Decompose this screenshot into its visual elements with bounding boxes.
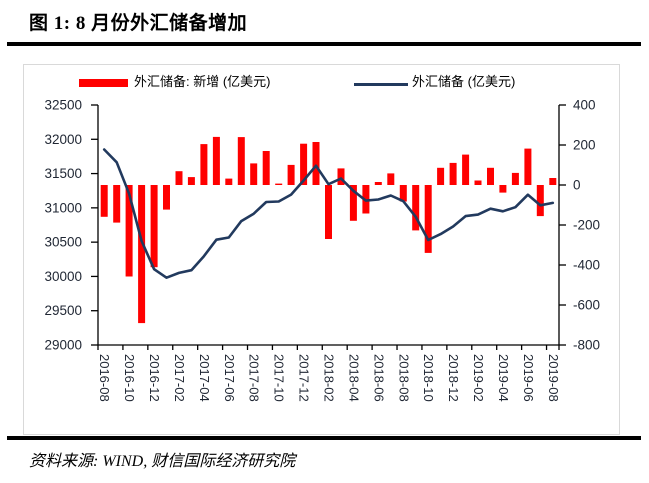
right-axis-tick-label: -400 xyxy=(573,258,600,273)
x-axis-tick-label: 2016-12 xyxy=(147,354,162,402)
bar-series-swatch-icon xyxy=(79,79,128,87)
title-rule xyxy=(7,42,641,46)
bar xyxy=(150,185,158,268)
bar xyxy=(424,185,432,253)
x-axis-tick-label: 2019-06 xyxy=(521,354,536,402)
x-axis-tick-label: 2016-08 xyxy=(97,354,112,402)
x-axis-tick-label: 2018-04 xyxy=(346,354,361,402)
bar xyxy=(337,168,345,185)
left-axis-tick-label: 29500 xyxy=(44,303,82,318)
x-axis-tick-label: 2017-04 xyxy=(197,354,212,402)
bar xyxy=(536,185,544,217)
x-axis-tick-label: 2017-10 xyxy=(272,354,287,402)
x-axis-tick-label: 2018-10 xyxy=(421,354,436,402)
left-axis-tick-label: 31000 xyxy=(44,200,82,215)
bar xyxy=(474,180,482,185)
legend-label-line: 外汇储备 (亿美元) xyxy=(412,74,516,89)
bar xyxy=(125,185,133,277)
right-axis-tick-label: -800 xyxy=(573,338,600,353)
chart-canvas: 32500 32000 31500 31000 30500 30000 29500 29000… xyxy=(44,98,600,402)
bar xyxy=(499,185,507,193)
right-axis-tick-label: -200 xyxy=(573,218,600,233)
bar xyxy=(549,178,557,185)
bar xyxy=(312,142,320,185)
reserves-line xyxy=(102,148,555,279)
bar xyxy=(374,182,382,185)
left-axis-tick-label: 30500 xyxy=(44,235,82,250)
bar xyxy=(250,163,258,185)
bar xyxy=(200,144,208,185)
bar xyxy=(524,148,532,185)
x-axis-tick-label: 2018-06 xyxy=(371,354,386,402)
x-axis-tick-label: 2017-12 xyxy=(297,354,312,402)
x-axis-tick-label: 2018-02 xyxy=(322,354,337,402)
bar xyxy=(262,151,270,185)
x-axis-tick-label: 2017-08 xyxy=(247,354,262,402)
bar xyxy=(412,185,420,231)
bar xyxy=(287,164,295,185)
x-axis-tick-label: 2017-06 xyxy=(222,354,237,402)
bottom-rule xyxy=(7,436,641,440)
left-axis-tick-label: 31500 xyxy=(44,166,82,181)
source-note: 资料来源: WIND, 财信国际经济研究院 xyxy=(29,453,296,470)
bar xyxy=(387,173,395,185)
x-axis-tick-label: 2018-08 xyxy=(396,354,411,402)
left-axis-tick-label: 30000 xyxy=(44,269,82,284)
bar xyxy=(300,143,308,185)
left-axis-tick-label: 32000 xyxy=(44,132,82,147)
bar xyxy=(275,183,283,185)
bar xyxy=(212,136,220,185)
left-axis-tick-label: 32500 xyxy=(44,98,82,113)
bar xyxy=(325,185,332,239)
bar xyxy=(449,162,457,185)
right-axis-tick-label: 200 xyxy=(573,138,596,153)
bar xyxy=(187,177,195,185)
x-axis-tick-label: 2016-10 xyxy=(122,354,137,402)
legend-label-bars: 外汇储备: 新增 (亿美元) xyxy=(134,74,271,89)
bar xyxy=(138,185,146,324)
bar xyxy=(487,167,494,185)
bar xyxy=(225,178,233,185)
x-axis-tick-label: 2019-04 xyxy=(496,354,511,402)
x-axis-tick-label: 2019-08 xyxy=(546,354,561,402)
bar xyxy=(462,154,470,185)
x-axis-tick-label: 2018-12 xyxy=(446,354,461,402)
bar xyxy=(511,172,519,185)
bar xyxy=(113,185,121,223)
x-axis-tick-label: 2017-02 xyxy=(172,354,187,402)
bar xyxy=(399,185,407,202)
bar xyxy=(237,137,245,185)
bar xyxy=(175,171,183,185)
x-axis-tick-label: 2019-02 xyxy=(471,354,486,402)
chart-frame: 32500 32000 31500 31000 30500 30000 29500 29000… xyxy=(23,64,620,435)
line-series-swatch-icon xyxy=(354,82,408,86)
right-axis-tick-label: -600 xyxy=(573,298,600,313)
bar xyxy=(349,185,357,221)
right-axis-tick-label: 400 xyxy=(573,98,596,113)
bar xyxy=(437,167,445,185)
left-axis-tick-label: 29000 xyxy=(44,338,82,353)
bar xyxy=(100,185,108,217)
bar xyxy=(163,185,170,210)
right-axis-tick-label: 0 xyxy=(573,178,581,193)
figure-title: 图 1: 8 月份外汇储备增加 xyxy=(29,13,248,34)
